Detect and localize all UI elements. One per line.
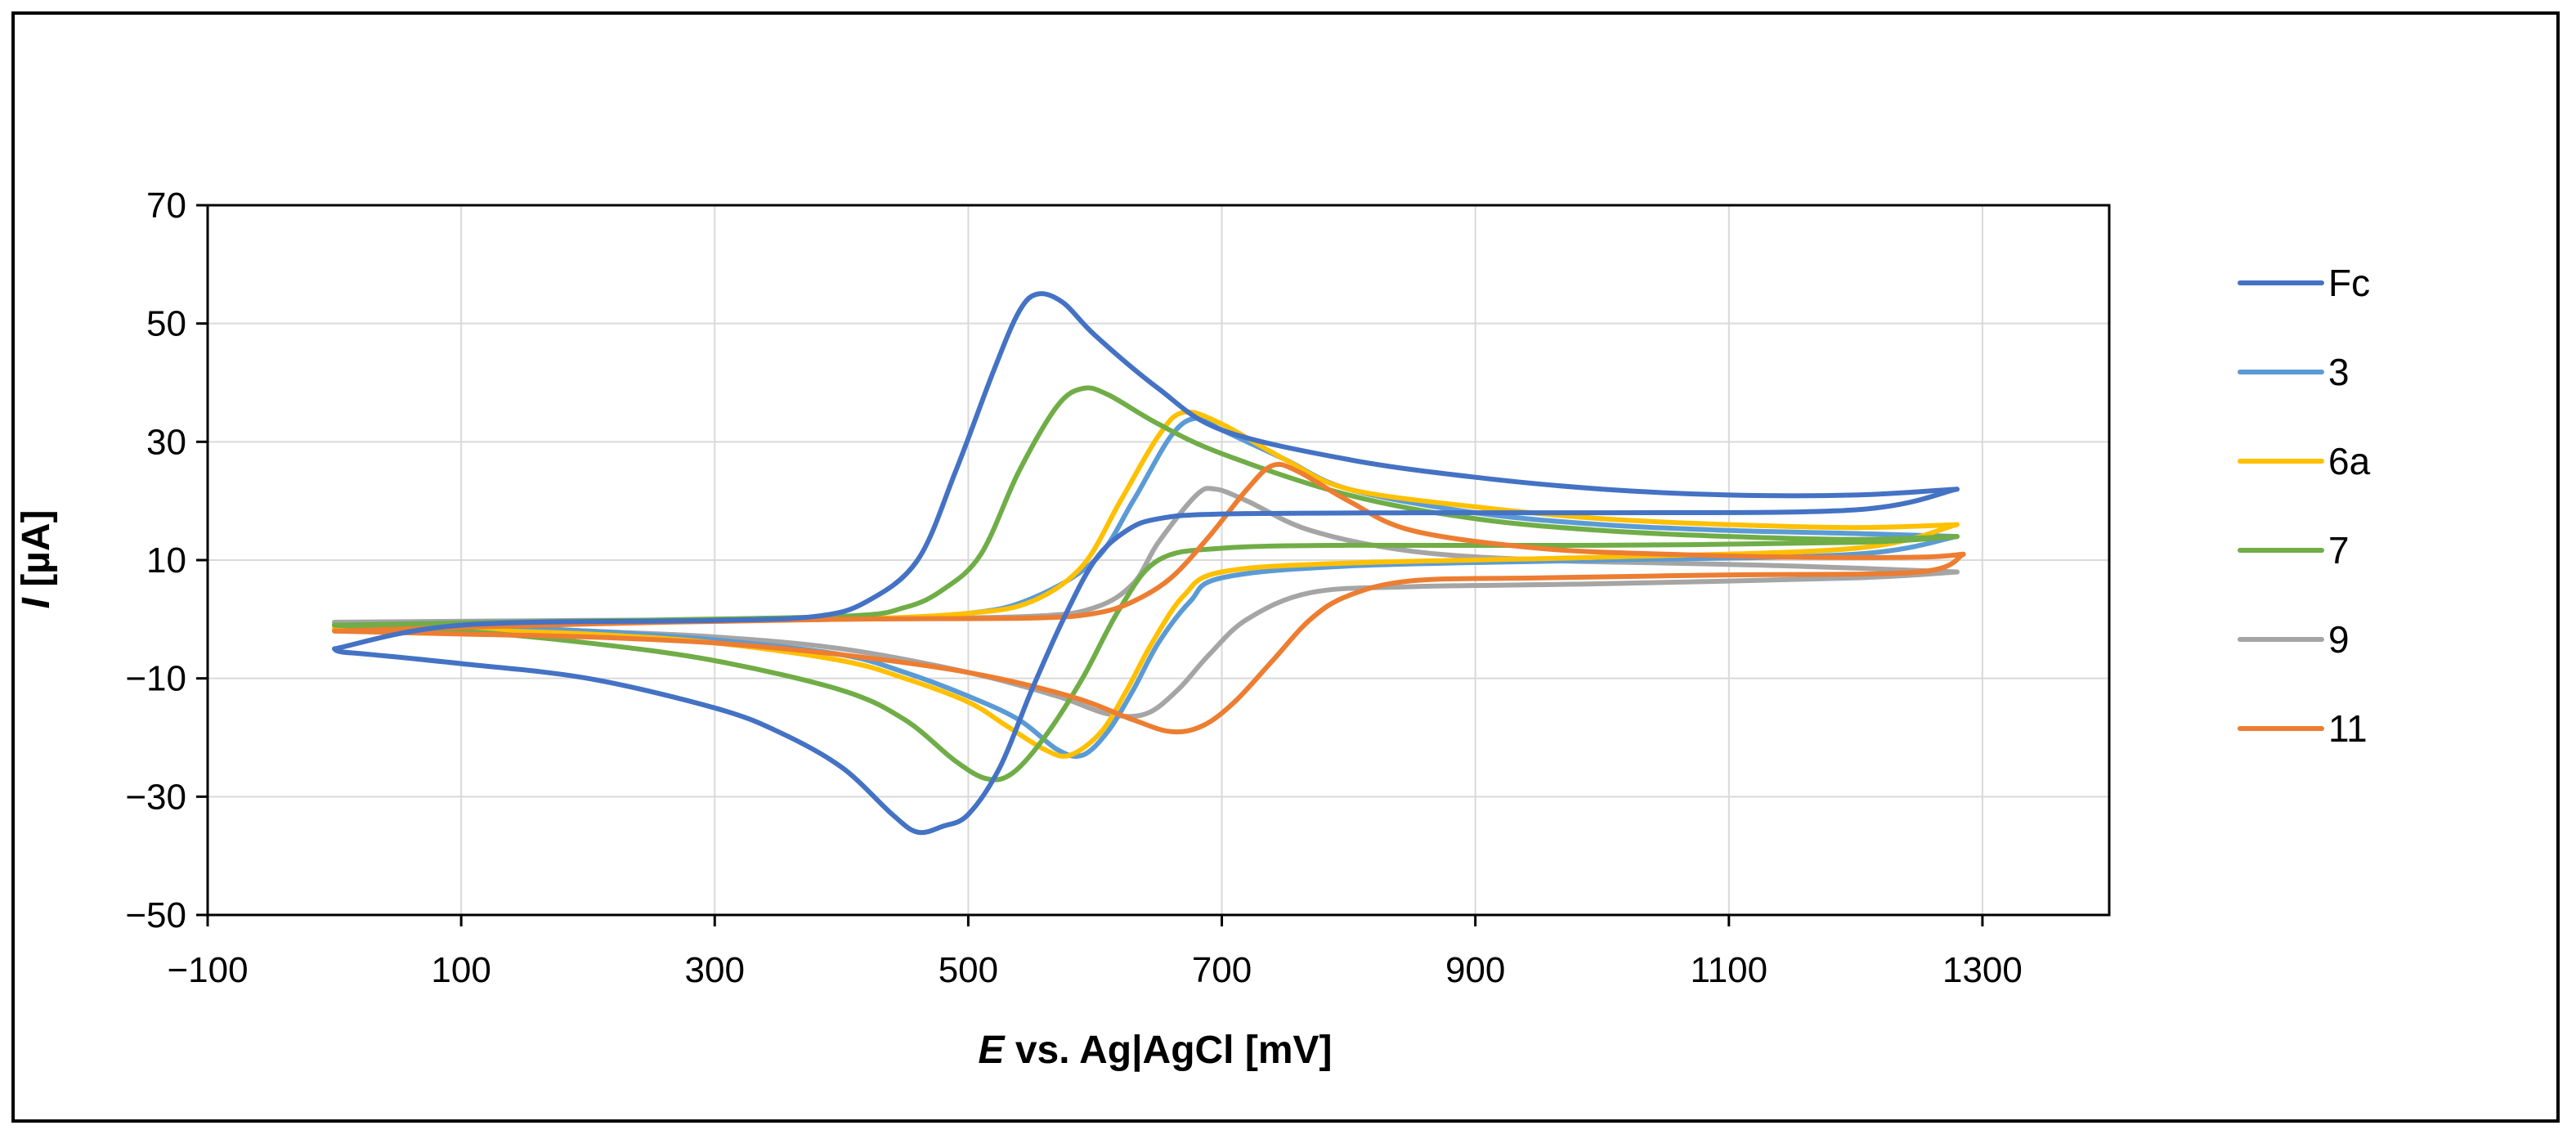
series-11-forward-scan	[332, 461, 1966, 634]
y-tick-label: −50	[125, 895, 186, 935]
y-tick-label: 30	[146, 422, 186, 462]
legend-label-3: 3	[2328, 351, 2350, 393]
x-axis-label-var: E	[978, 1029, 1006, 1072]
series-11-reverse-scan	[332, 551, 1966, 735]
y-tick-label: 10	[146, 540, 186, 581]
series-7-reverse-scan	[332, 534, 1960, 783]
legend-label-7: 7	[2328, 529, 2350, 572]
series-fc-reverse-scan	[332, 487, 1960, 836]
legend-label-11: 11	[2328, 707, 2368, 750]
y-axis-label-unit: [µA]	[15, 510, 58, 599]
y-tick-label: −30	[125, 777, 186, 817]
y-axis-label-var: I	[15, 596, 58, 608]
legend-label-fc: Fc	[2328, 262, 2370, 304]
x-tick-label: 700	[1192, 950, 1252, 990]
y-tick-label: −10	[125, 659, 186, 699]
legend-label-6a: 6a	[2328, 440, 2371, 482]
x-tick-label: 1100	[1690, 950, 1767, 990]
x-axis-ticks: −100 100 300 500 700 900 1100 1300	[167, 915, 2023, 990]
x-tick-label: 1300	[1942, 950, 2023, 990]
y-axis-label: I [µA]	[15, 510, 58, 609]
series-lines	[332, 291, 1966, 836]
legend-label-9: 9	[2328, 618, 2350, 661]
x-tick-label: 900	[1445, 950, 1505, 990]
y-tick-label: 50	[146, 304, 186, 344]
series-3-reverse-scan	[332, 534, 1960, 760]
y-axis-ticks: −50 −30 −10 10 30 50 70	[125, 186, 208, 935]
legend: Fc 3 6a 7 9 11	[2238, 262, 2371, 750]
x-axis-label: E vs. Ag|AgCl [mV]	[978, 1029, 1332, 1072]
x-axis-label-unit: vs. Ag|AgCl [mV]	[1005, 1029, 1333, 1072]
x-tick-label: 500	[939, 950, 998, 990]
y-tick-label: 70	[146, 186, 186, 226]
x-tick-label: 100	[431, 950, 491, 990]
x-tick-label: −100	[167, 950, 248, 990]
x-tick-label: 300	[685, 950, 745, 990]
series-7-forward-scan	[332, 385, 1960, 628]
series-fc-forward-scan	[332, 291, 1960, 652]
